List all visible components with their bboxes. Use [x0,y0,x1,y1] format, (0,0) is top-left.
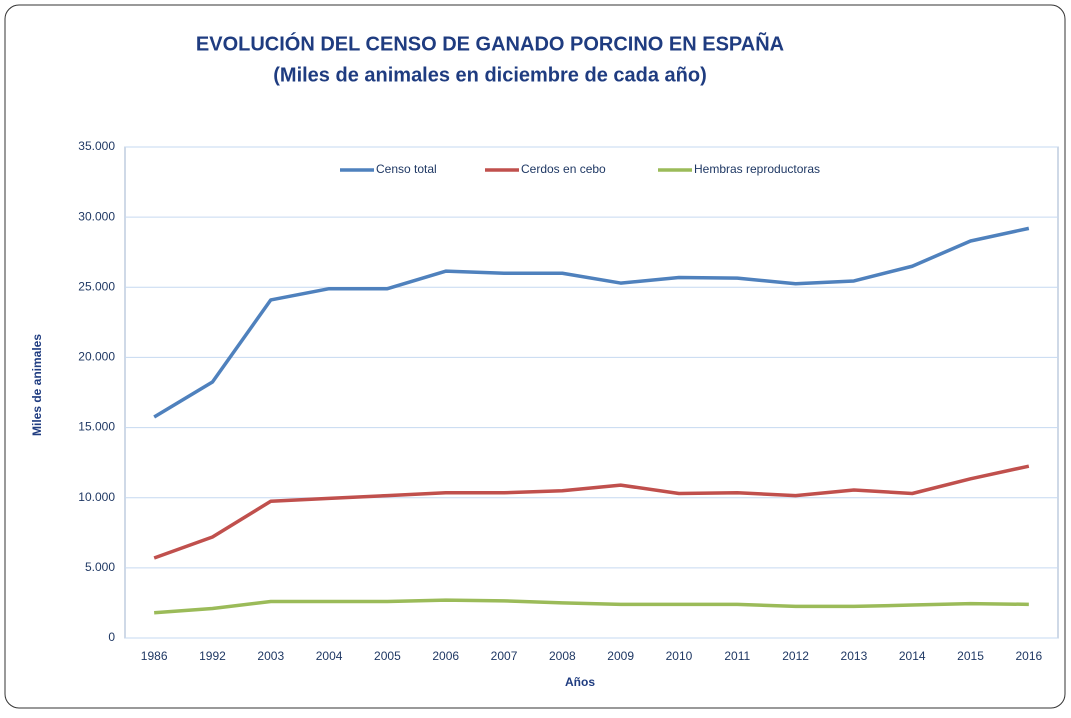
x-tick-label: 2014 [899,649,926,663]
x-tick-label: 2009 [607,649,634,663]
legend-label: Censo total [376,162,437,176]
x-tick-label: 2011 [724,649,750,663]
y-tick-label: 15.000 [78,420,115,434]
x-tick-label: 2005 [374,649,401,663]
legend-label: Hembras reproductoras [694,162,820,176]
x-tick-label: 2010 [666,649,693,663]
x-tick-label: 2012 [782,649,809,663]
y-tick-label: 25.000 [78,279,115,293]
chart-title: EVOLUCIÓN DEL CENSO DE GANADO PORCINO EN… [196,31,784,55]
data-line [153,464,1030,560]
y-tick-label: 30.000 [78,209,115,223]
x-tick-label: 2016 [1015,649,1042,663]
x-tick-label: 2003 [257,649,284,663]
y-tick-label: 35.000 [78,139,115,153]
y-tick-label: 20.000 [78,350,115,364]
x-tick-label: 2015 [957,649,984,663]
x-tick-label: 1992 [199,649,226,663]
x-tick-label: 2013 [841,649,868,663]
chart-subtitle: (Miles de animales en diciembre de cada … [273,64,707,86]
x-tick-label: 1986 [141,649,168,663]
y-tick-label: 5.000 [85,560,115,574]
x-tick-label: 2004 [316,649,343,663]
data-line [153,226,1030,419]
chart-frame [4,4,1066,709]
y-axis-title: Miles de animales [30,334,44,436]
legend-label: Cerdos en cebo [521,162,606,176]
x-tick-label: 2007 [491,649,518,663]
x-tick-label: 2008 [549,649,576,663]
x-tick-label: 2006 [432,649,459,663]
x-axis-title: Años [565,675,595,689]
y-tick-label: 0 [108,630,115,644]
data-line [154,598,1029,615]
y-tick-label: 10.000 [78,490,115,504]
